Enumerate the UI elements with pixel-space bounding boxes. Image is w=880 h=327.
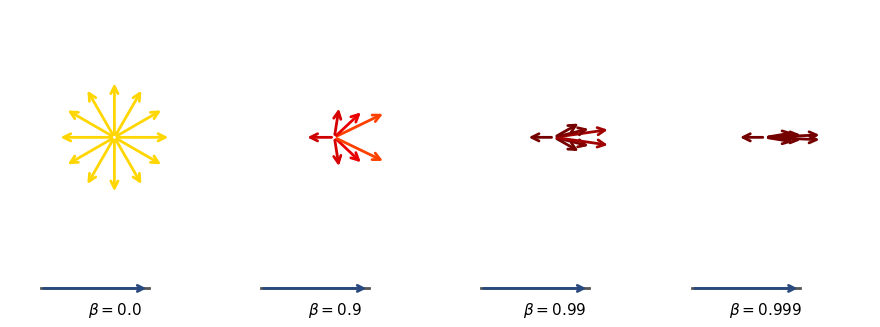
- Text: $\beta = 0.9$: $\beta = 0.9$: [308, 301, 361, 320]
- Text: $\beta = 0.0$: $\beta = 0.0$: [88, 301, 141, 320]
- Text: $\beta = 0.999$: $\beta = 0.999$: [729, 301, 803, 320]
- Text: $\beta = 0.99$: $\beta = 0.99$: [523, 301, 586, 320]
